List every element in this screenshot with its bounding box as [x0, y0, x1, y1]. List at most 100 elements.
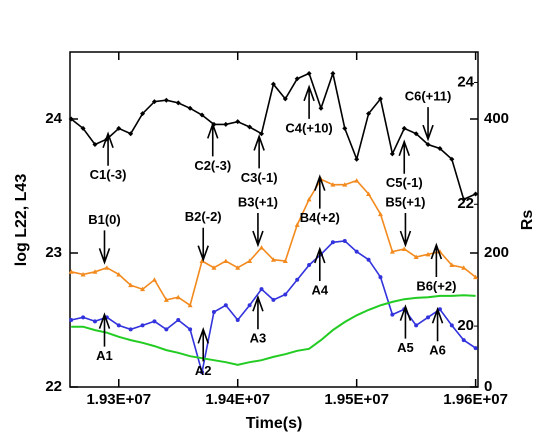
point: [187, 302, 193, 308]
point: [259, 245, 265, 250]
point: [354, 156, 360, 162]
y2-tick-label: 400: [484, 110, 509, 127]
point: [270, 81, 276, 87]
point: [116, 323, 121, 328]
point: [68, 116, 74, 122]
point: [140, 286, 146, 292]
point: [389, 249, 395, 254]
x-tick-label: 1.93E+07: [86, 391, 151, 408]
point: [247, 124, 253, 130]
point: [306, 70, 312, 76]
point: [247, 303, 252, 308]
point: [163, 297, 169, 302]
point: [247, 258, 253, 264]
annotation-label: B2(-2): [185, 209, 222, 224]
point: [92, 141, 98, 147]
annotation-arrow: [98, 230, 111, 265]
point: [259, 131, 265, 137]
annotation-arrow: [252, 212, 264, 248]
point: [437, 307, 442, 312]
point: [294, 222, 300, 227]
point: [295, 277, 300, 282]
y2-tick-label: 0: [484, 378, 492, 395]
series-line: [71, 294, 476, 366]
point: [270, 257, 276, 262]
annotation-arrow: [98, 312, 111, 347]
point: [378, 275, 383, 280]
point: [401, 125, 407, 131]
annotation-arrow: [197, 327, 209, 362]
x-tick-label: 1.96E+07: [443, 391, 508, 408]
annotation-arrow: [399, 212, 412, 248]
point: [211, 265, 217, 270]
point: [175, 100, 181, 106]
point: [425, 141, 431, 147]
point: [473, 191, 479, 197]
point: [81, 315, 86, 320]
annotation-label: C1(-3): [90, 167, 127, 182]
point: [342, 125, 348, 131]
annotation-label: A5: [397, 340, 414, 355]
point: [473, 274, 479, 280]
annotation-label: B1(0): [88, 212, 121, 227]
plot-frame: [69, 51, 479, 388]
annotation-arrow: [303, 84, 315, 119]
point: [377, 211, 383, 217]
annotation-label: A2: [195, 363, 212, 378]
annotation-arrow: [399, 304, 412, 339]
x-axis-label: Time(s): [246, 415, 303, 432]
point: [199, 258, 205, 264]
annotation-label: B5(+1): [385, 194, 425, 209]
annotation-label: A3: [250, 331, 267, 346]
annotation-arrow: [430, 242, 443, 277]
point: [354, 178, 360, 183]
point: [80, 125, 86, 131]
point: [151, 277, 157, 282]
point: [307, 263, 312, 268]
point: [235, 318, 240, 322]
y-tick-label: 22: [45, 378, 62, 395]
y2-tick-label: 200: [484, 244, 509, 261]
point: [69, 318, 74, 322]
point: [330, 182, 336, 187]
point: [92, 269, 98, 274]
point: [437, 145, 443, 151]
point: [175, 294, 181, 300]
point: [200, 370, 205, 375]
point: [282, 96, 288, 102]
annotation-arrow: [253, 134, 265, 169]
point: [461, 338, 466, 343]
y-tick-label: 24: [45, 110, 62, 127]
annotation-arrow: [206, 121, 219, 157]
point: [235, 119, 241, 125]
point: [366, 111, 372, 117]
point: [449, 323, 454, 328]
point: [318, 105, 324, 111]
point: [401, 246, 407, 251]
point: [342, 182, 348, 187]
annotation-label: B4(+2): [300, 210, 340, 225]
point: [128, 282, 134, 288]
point: [461, 265, 467, 270]
annotation-arrow: [314, 174, 326, 209]
annotation-label: B6(+2): [416, 278, 456, 293]
point: [473, 346, 478, 351]
point: [306, 196, 312, 202]
y-tick-label: 23: [45, 244, 62, 261]
point: [366, 257, 371, 262]
point: [330, 70, 336, 76]
point: [152, 319, 157, 324]
point: [390, 312, 395, 317]
annotation-label: C3(-1): [241, 170, 278, 185]
point: [104, 265, 110, 270]
point: [187, 105, 193, 111]
point: [413, 254, 419, 260]
point: [282, 258, 288, 264]
point: [199, 112, 205, 118]
point: [294, 76, 300, 82]
annotation-arrow: [197, 227, 209, 263]
point: [163, 97, 169, 103]
x-tick-label: 1.94E+07: [205, 391, 270, 408]
